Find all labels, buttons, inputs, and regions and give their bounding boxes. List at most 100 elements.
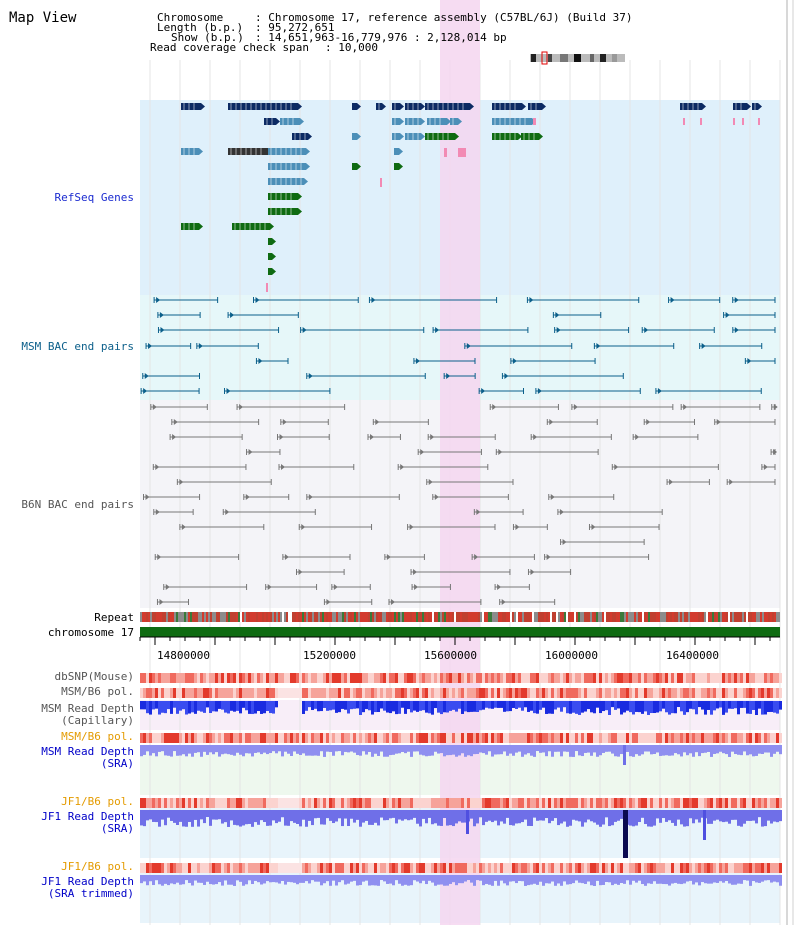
read-depth-bar <box>689 745 692 754</box>
repeat-segment <box>470 612 472 622</box>
read-depth-bar <box>575 810 578 821</box>
bac-pair-arrow <box>476 509 481 515</box>
polymorphism-cell <box>308 798 311 808</box>
read-depth-bar <box>269 875 272 883</box>
read-depth-bar <box>599 875 602 886</box>
polymorphism-cell <box>263 688 266 698</box>
polymorphism-cell <box>473 798 476 808</box>
polymorphism-cell <box>779 863 782 873</box>
polymorphism-cell <box>668 798 671 808</box>
read-depth-bar <box>431 810 434 825</box>
read-depth-bar <box>626 875 629 881</box>
polymorphism-cell <box>152 673 155 683</box>
polymorphism-cell <box>734 688 737 698</box>
read-depth-bar <box>641 701 644 714</box>
read-depth-bar <box>389 745 392 756</box>
polymorphism-cell <box>404 863 407 873</box>
read-depth-bar <box>371 701 374 715</box>
polymorphism-cell <box>617 798 620 808</box>
polymorphism-cell <box>623 733 626 743</box>
repeat-segment <box>682 612 684 622</box>
bac-pair-arrow <box>375 419 380 425</box>
polymorphism-cell <box>719 863 722 873</box>
repeat-segment <box>760 612 762 622</box>
read-depth-bar <box>773 810 776 822</box>
polymorphism-cell <box>653 733 656 743</box>
track-label-refseq-genes[interactable]: RefSeq Genes <box>54 191 134 204</box>
polymorphism-cell <box>197 733 200 743</box>
axis-tick-label: 15200000 <box>303 649 356 662</box>
polymorphism-cell <box>407 673 410 683</box>
polymorphism-cell <box>275 733 278 743</box>
bac-pair-arrow <box>157 554 162 560</box>
polymorphism-cell <box>614 733 617 743</box>
polymorphism-cell <box>758 688 761 698</box>
polymorphism-cell <box>530 673 533 683</box>
polymorphism-cell <box>665 863 668 873</box>
read-depth-bar <box>683 810 686 827</box>
read-depth-bar <box>611 875 614 886</box>
repeat-segment <box>680 612 682 622</box>
read-depth-bar <box>395 875 398 881</box>
polymorphism-cell <box>635 863 638 873</box>
read-depth-bar <box>506 875 509 886</box>
read-depth-bar <box>149 745 152 756</box>
polymorphism-cell <box>194 798 197 808</box>
polymorphism-cell <box>341 733 344 743</box>
polymorphism-cell <box>371 798 374 808</box>
polymorphism-cell <box>191 798 194 808</box>
polymorphism-cell <box>539 673 542 683</box>
polymorphism-cell <box>284 673 287 683</box>
repeat-segment <box>574 612 576 622</box>
gene-arrow <box>747 103 751 110</box>
polymorphism-cell <box>269 733 272 743</box>
polymorphism-cell <box>338 688 341 698</box>
polymorphism-cell <box>545 863 548 873</box>
read-depth-bar <box>266 745 269 755</box>
repeat-segment <box>154 612 156 622</box>
polymorphism-cell <box>662 688 665 698</box>
polymorphism-cell <box>407 863 410 873</box>
polymorphism-cell <box>467 798 470 808</box>
polymorphism-cell <box>482 688 485 698</box>
polymorphism-cell <box>248 733 251 743</box>
bac-pair-arrow <box>428 479 433 485</box>
track-label-msm-bac[interactable]: MSM BAC end pairs <box>21 340 134 353</box>
polymorphism-cell <box>344 673 347 683</box>
read-depth-bar <box>398 875 401 884</box>
read-depth-bar <box>284 745 287 752</box>
bac-pair-arrow <box>546 554 551 560</box>
polymorphism-cell <box>452 863 455 873</box>
polymorphism-cell <box>683 688 686 698</box>
polymorphism-cell <box>242 863 245 873</box>
gene-block <box>268 163 306 170</box>
polymorphism-cell <box>566 798 569 808</box>
read-depth-bar <box>335 745 338 752</box>
polymorphism-cell <box>566 863 569 873</box>
polymorphism-cell <box>368 733 371 743</box>
polymorphism-cell <box>716 863 719 873</box>
polymorphism-cell <box>746 798 749 808</box>
read-depth-bar <box>554 745 557 752</box>
gene-block <box>228 103 298 110</box>
polymorphism-cell <box>350 673 353 683</box>
polymorphism-cell <box>422 863 425 873</box>
read-depth-bar <box>563 810 566 822</box>
read-depth-bar <box>221 701 224 710</box>
read-depth-bar <box>338 810 341 819</box>
track-label-b6n-bac[interactable]: B6N BAC end pairs <box>21 498 134 511</box>
read-depth-bar <box>317 701 320 712</box>
polymorphism-cell <box>539 863 542 873</box>
read-depth-bar <box>515 875 518 884</box>
polymorphism-cell <box>602 798 605 808</box>
polymorphism-cell <box>395 798 398 808</box>
read-depth-bar <box>734 701 737 709</box>
polymorphism-cell <box>323 733 326 743</box>
repeat-segment <box>722 612 724 622</box>
polymorphism-cell <box>326 798 329 808</box>
polymorphism-cell <box>290 798 293 808</box>
gene-arrow <box>458 118 462 125</box>
read-depth-bar <box>260 810 263 821</box>
read-depth-bar <box>428 745 431 756</box>
